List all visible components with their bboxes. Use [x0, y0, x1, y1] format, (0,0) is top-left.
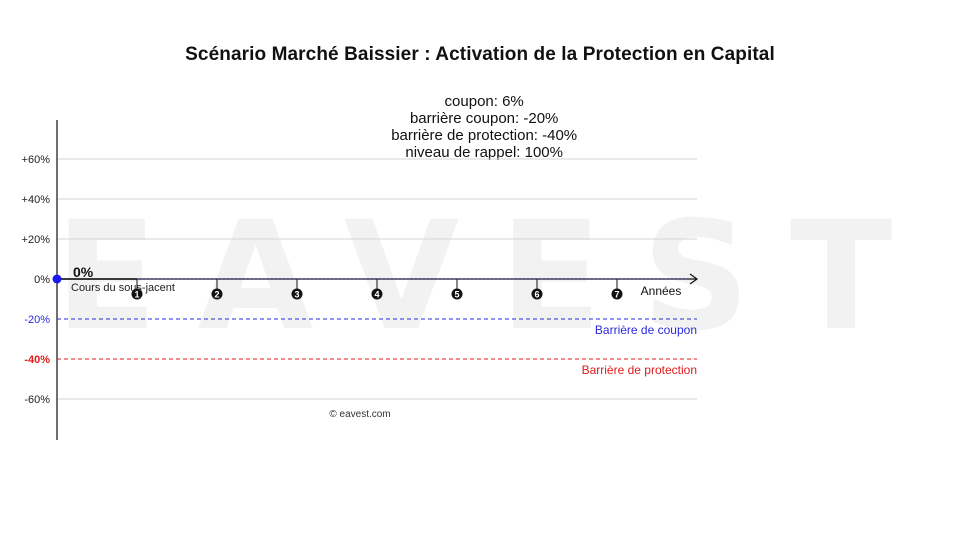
x-axis-arrow	[689, 273, 699, 285]
year-marker	[131, 288, 143, 300]
watermark: EAVEST	[55, 190, 933, 364]
year-marker	[291, 288, 303, 300]
y-tick-label: -20%	[24, 314, 50, 326]
year-marker-label: 7	[614, 290, 619, 300]
y-tick-label: +60%	[22, 154, 51, 166]
year-marker	[611, 288, 623, 300]
param-coupon: coupon: 6%	[444, 93, 524, 110]
param-protection-barrier: barrière de protection: -40%	[391, 127, 578, 144]
year-marker	[371, 288, 383, 300]
year-marker-label: 1	[134, 290, 139, 300]
x-axis-label: Années	[641, 284, 682, 298]
chart-parameters: coupon: 6% barrière coupon: -20% barrièr…	[0, 76, 960, 161]
param-coupon-barrier: barrière coupon: -20%	[409, 110, 559, 127]
year-marker	[211, 288, 223, 300]
y-tick-label: +40%	[22, 194, 51, 206]
y-tick-label: -40%	[24, 354, 50, 366]
underlying-start-point	[52, 274, 62, 284]
underlying-start-value: 0%	[73, 264, 94, 280]
year-marker-label: 6	[534, 290, 539, 300]
chart-title: Scénario Marché Baissier : Activation de…	[185, 44, 775, 65]
underlying-series-label: Cours du sous-jacent	[71, 282, 175, 294]
y-tick-label: -60%	[24, 394, 50, 406]
year-marker-label: 2	[214, 290, 219, 300]
year-marker	[451, 288, 463, 300]
copyright-text: © eavest.com	[329, 409, 390, 420]
year-marker	[531, 288, 543, 300]
y-tick-label: +20%	[22, 234, 51, 246]
year-marker-label: 3	[294, 290, 299, 300]
barrier-label: Barrière de coupon	[595, 323, 697, 337]
year-marker-label: 5	[454, 290, 459, 300]
barrier-label: Barrière de protection	[582, 363, 697, 377]
year-marker-label: 4	[374, 290, 379, 300]
param-recall-level: niveau de rappel: 100%	[405, 144, 563, 161]
y-tick-label: 0%	[34, 274, 50, 286]
